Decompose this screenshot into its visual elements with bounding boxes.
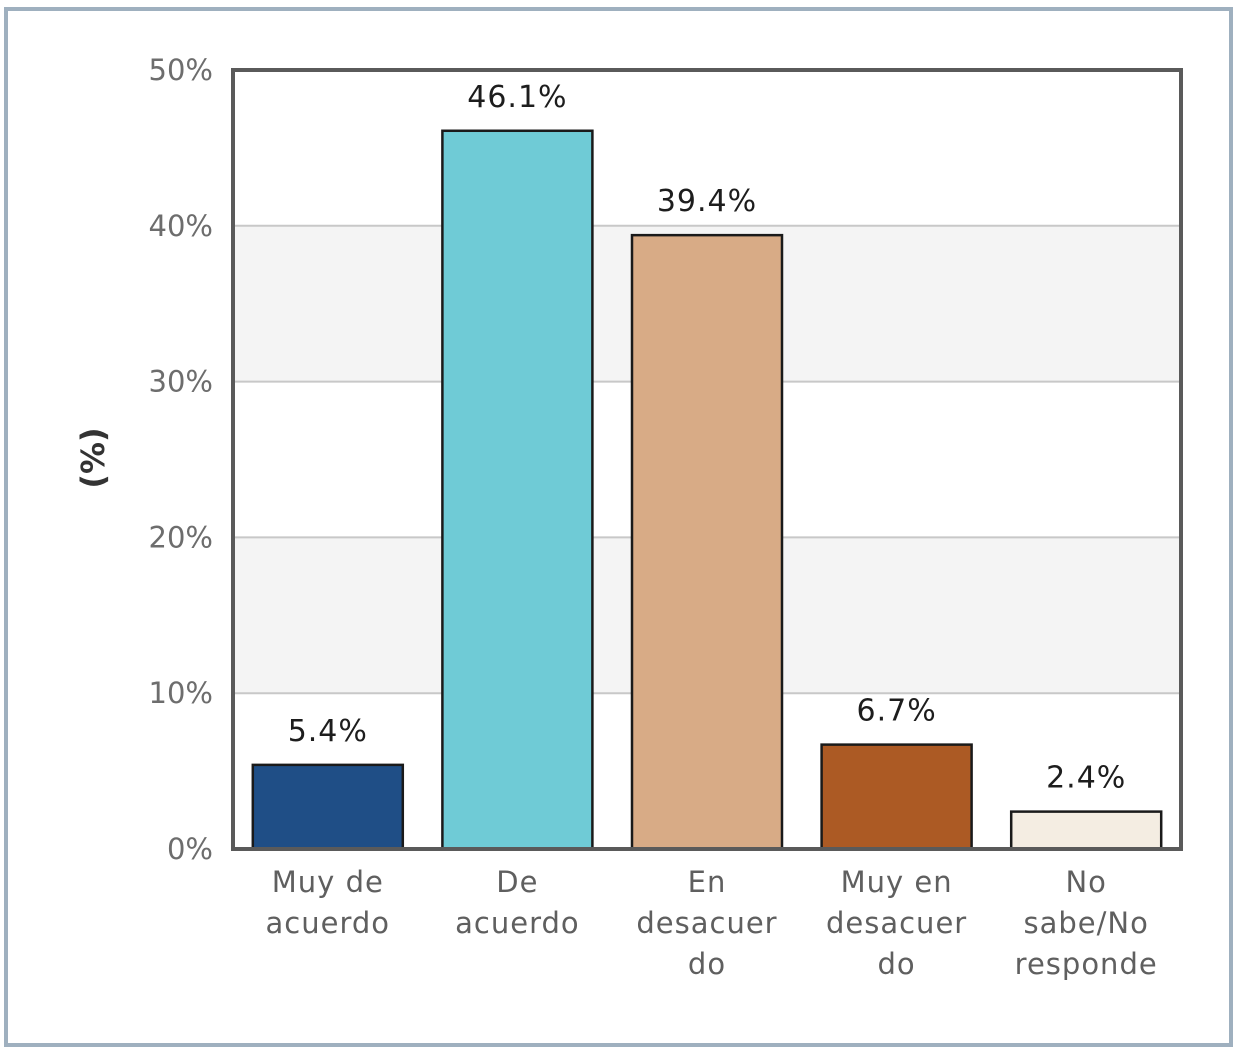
bar <box>251 763 405 851</box>
plot-border <box>231 68 1183 851</box>
data-label: 39.4% <box>657 184 757 219</box>
data-label: 46.1% <box>467 80 567 115</box>
y-tick-label: 40% <box>149 209 213 243</box>
x-tick-label: No sabe/No responde <box>1015 865 1158 981</box>
data-label: 2.4% <box>1046 761 1126 796</box>
y-tick-label: 30% <box>149 365 213 399</box>
y-axis-label-group: (%) <box>74 427 112 488</box>
y-axis-label: (%) <box>74 427 112 488</box>
bar <box>1009 810 1163 851</box>
data-labels: 5.4% 46.1% 39.4% 6.7% 2.4% <box>288 80 1126 796</box>
y-tick-label: 20% <box>149 520 213 554</box>
x-tick-label: De acuerdo <box>455 865 580 940</box>
x-tick-label: En desacuer do <box>636 865 777 981</box>
y-tick-label: 0% <box>167 832 213 866</box>
y-axis-ticks: 0% 10% 20% 30% 40% 50% <box>149 53 213 866</box>
bar <box>441 129 594 851</box>
bar <box>630 233 784 851</box>
bars <box>251 129 1163 851</box>
data-label: 6.7% <box>856 694 936 729</box>
x-tick-label: Muy en desacuer do <box>826 865 967 981</box>
bar <box>820 743 973 851</box>
y-tick-label: 10% <box>149 676 213 710</box>
x-tick-label: Muy de acuerdo <box>266 865 391 940</box>
grid-band <box>233 70 1181 226</box>
y-tick-label: 50% <box>149 53 213 87</box>
plot-area-border <box>231 68 1183 851</box>
data-label: 5.4% <box>288 714 368 749</box>
x-axis-ticks: Muy de acuerdo De acuerdo En desacuer do Muy en… <box>266 865 1158 981</box>
